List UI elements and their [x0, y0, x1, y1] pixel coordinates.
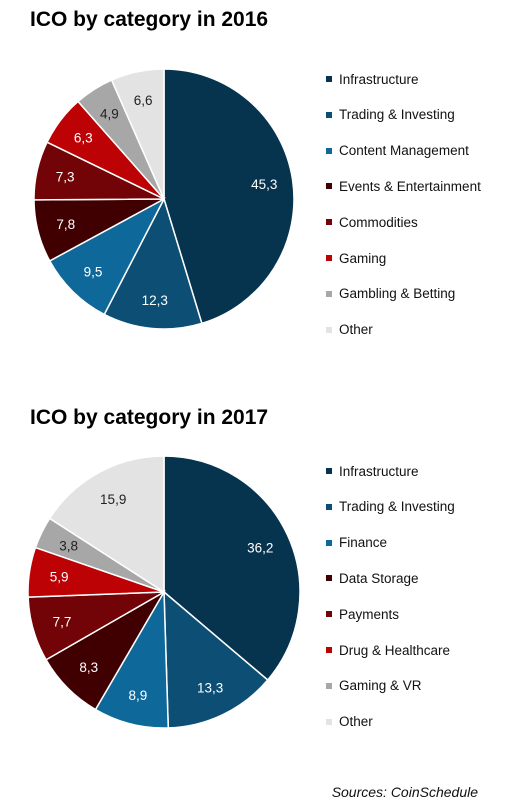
legend-swatch: [326, 682, 332, 689]
pie-slice-7: [110, 68, 165, 200]
legend-item: Commodities: [326, 213, 418, 231]
data-label-4: 7,3: [56, 170, 75, 185]
legend-label: Commodities: [339, 214, 418, 230]
legend-label: Other: [339, 714, 373, 730]
legend-label: Content Management: [339, 143, 469, 159]
legend-swatch: [326, 503, 332, 510]
chart-2016: ICO by category in 2016 45,3 12,3 9,5 7,8 7,…: [0, 0, 528, 390]
data-label-5: 5,9: [50, 569, 69, 584]
data-label-7: 15,9: [100, 492, 126, 507]
legend-label: Events & Entertainment: [339, 178, 481, 194]
chart-title-2016: ICO by category in 2016: [30, 8, 269, 31]
pie-slice-0: [163, 455, 301, 682]
legend-swatch: [326, 111, 332, 118]
pie-slice-1: [103, 197, 203, 330]
legend-label: Other: [339, 322, 373, 338]
legend-swatch: [326, 255, 332, 261]
legend-swatch: [326, 76, 332, 82]
data-label-3: 7,8: [56, 217, 75, 232]
legend-swatch: [326, 718, 332, 725]
legend-label: Trading & Investing: [339, 499, 455, 515]
legend-label: Finance: [339, 535, 388, 551]
legend-label: Payments: [339, 606, 400, 622]
legend-label: Infrastructure: [339, 71, 419, 87]
legend-swatch: [326, 539, 332, 546]
legend-label: Data Storage: [339, 570, 419, 586]
data-label-3: 8,3: [79, 660, 98, 675]
data-label-2: 9,5: [84, 264, 103, 279]
legend-swatch: [326, 326, 332, 333]
legend-swatch: [326, 219, 332, 226]
legend-swatch: [326, 147, 332, 154]
legend-item: Other: [326, 713, 373, 731]
chart-2017: ICO by category in 2017 36,2 13,3 8,9 8,3 7,…: [0, 392, 528, 782]
data-label-4: 7,7: [53, 614, 72, 629]
pie-slice-7: [48, 455, 165, 594]
data-label-1: 13,3: [197, 681, 223, 696]
source-note: Sources: CoinSchedule: [331, 784, 478, 800]
legend-label: Infrastructure: [339, 463, 419, 479]
legend-swatch: [326, 647, 332, 653]
legend-swatch: [326, 611, 332, 618]
legend-label: Gaming & VR: [339, 678, 422, 694]
data-label-1: 12,3: [142, 293, 168, 308]
data-label-6: 3,8: [59, 539, 78, 554]
legend-item: Infrastructure: [326, 70, 419, 88]
data-label-0: 36,2: [247, 540, 273, 555]
chart-title-2017: ICO by category in 2017: [30, 406, 269, 429]
legend-item: Content Management: [326, 142, 469, 160]
legend-item: Payments: [326, 605, 399, 623]
data-label-6: 4,9: [100, 107, 119, 122]
data-label-5: 6,3: [74, 131, 93, 146]
legend-item: Gambling & Betting: [326, 285, 455, 303]
legend-swatch: [326, 468, 332, 474]
legend-item: Trading & Investing: [326, 106, 455, 124]
legend-label: Gambling & Betting: [339, 286, 456, 302]
legend-label: Gaming: [339, 250, 387, 266]
pie-slice-0: [163, 68, 295, 325]
pie-2016: 45,3 12,3 9,5 7,8 7,3 6,3 4,9 6,6: [33, 68, 295, 330]
legend-item: Data Storage: [326, 569, 419, 587]
data-label-0: 45,3: [251, 177, 277, 192]
legend-item: Trading & Investing: [326, 498, 455, 516]
legend-swatch: [326, 290, 332, 297]
legend-item: Finance: [326, 534, 387, 552]
pie-slice-2: [48, 197, 166, 316]
data-label-7: 6,6: [134, 93, 153, 108]
pie-slice-1: [163, 590, 269, 729]
legend-item: Drug & Healthcare: [326, 641, 450, 659]
legend-swatch: [326, 575, 332, 582]
legend-swatch: [326, 183, 332, 190]
legend-item: Events & Entertainment: [326, 177, 481, 195]
legend-label: Drug & Healthcare: [339, 642, 451, 658]
pie-2017: 36,2 13,3 8,9 8,3 7,7 5,9 3,8 15,9: [27, 455, 301, 729]
legend-item: Infrastructure: [326, 462, 419, 480]
legend-item: Other: [326, 321, 373, 339]
legend-label: Trading & Investing: [339, 107, 455, 123]
legend-item: Gaming: [326, 249, 386, 267]
legend-item: Gaming & VR: [326, 677, 422, 695]
data-label-2: 8,9: [129, 688, 148, 703]
